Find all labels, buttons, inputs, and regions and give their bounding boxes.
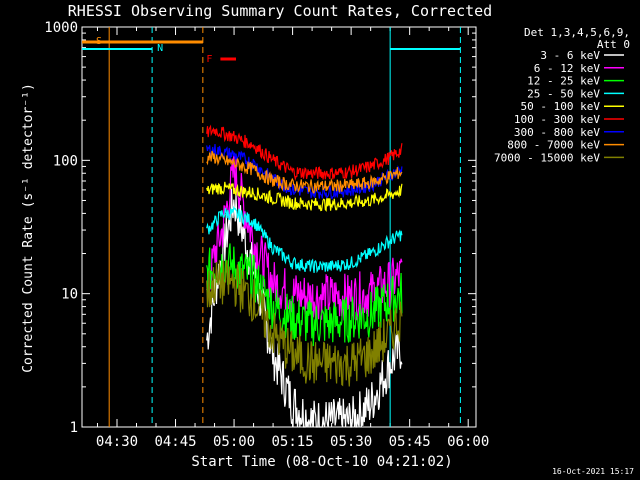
legend-label: 100 - 300 keV	[514, 113, 600, 126]
plot-area: 1 10 100 1000 04:30 04:45 05:00 05:15 05:30 05:45…	[44, 20, 489, 450]
legend-header: Det 1,3,4,5,6,9,	[524, 26, 630, 39]
interval-label: S	[96, 36, 102, 47]
y-axis-label: Corrected Count Rate (s⁻¹ detector⁻¹)	[21, 83, 36, 373]
legend-label: 25 - 50 keV	[527, 87, 600, 100]
series-line-8	[206, 260, 403, 387]
x-tick-label: 05:30	[330, 434, 372, 450]
legend-label: 7000 - 15000 keV	[494, 151, 600, 164]
plot-frame	[81, 26, 477, 428]
x-tick-label: 05:15	[272, 434, 314, 450]
legend-label: 50 - 100 keV	[521, 100, 601, 113]
x-tick-label: 04:30	[96, 434, 138, 450]
x-tick-label: 05:00	[213, 434, 255, 450]
y-tick-label: 100	[53, 153, 78, 169]
y-tick-label: 10	[61, 287, 78, 303]
x-tick-label: 04:45	[154, 434, 196, 450]
y-tick-label: 1	[70, 420, 78, 436]
series-line-5	[206, 124, 403, 181]
y-tick-label: 1000	[44, 20, 78, 36]
x-tick-label: 06:00	[447, 434, 489, 450]
footer-date: 16-Oct-2021 15:17	[552, 467, 634, 476]
series-line-1	[206, 153, 403, 321]
legend-label: 300 - 800 keV	[514, 126, 600, 139]
interval-label: N	[157, 43, 163, 54]
series-line-3	[206, 205, 403, 274]
series-line-6	[206, 144, 403, 200]
legend-label: 6 - 12 keV	[534, 62, 601, 75]
legend-label: 800 - 7000 keV	[507, 139, 600, 152]
series-line-7	[206, 150, 403, 194]
legend-label: 3 - 6 keV	[540, 49, 600, 62]
series-line-2	[206, 243, 403, 347]
interval-label: F	[206, 54, 212, 65]
legend-header: Att 0	[597, 38, 630, 51]
x-axis-label: Start Time (08-Oct-10 04:21:02)	[191, 454, 452, 470]
chart-title: RHESSI Observing Summary Count Rates, Co…	[68, 2, 492, 20]
legend-label: 12 - 25 keV	[527, 75, 600, 88]
series-line-4	[206, 181, 403, 212]
x-tick-label: 05:45	[389, 434, 431, 450]
